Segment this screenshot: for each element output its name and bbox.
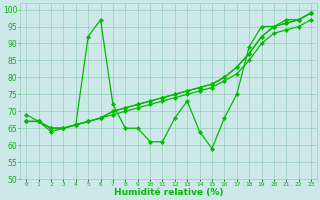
X-axis label: Humidité relative (%): Humidité relative (%) (114, 188, 223, 197)
